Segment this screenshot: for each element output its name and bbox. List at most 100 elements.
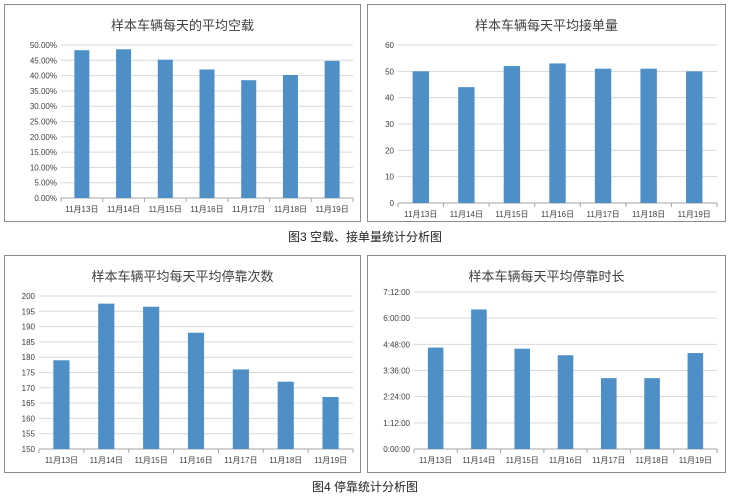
y-tick-label: 0 <box>390 199 395 208</box>
bar <box>686 71 703 203</box>
y-tick-label: 185 <box>22 338 36 347</box>
bar <box>277 381 294 449</box>
bar <box>116 49 132 199</box>
x-tick-label: 11月15日 <box>135 456 168 465</box>
chart-panel-stop-count: 样本车辆平均每天平均停靠次数 150 155 160 165 170 175 180 185 1… <box>4 255 361 473</box>
y-tick-label: 25.00% <box>30 118 57 127</box>
chart-panel-empty-load: 样本车辆每天的平均空载 0.00% 5.00% 10.00% 15.00% 20.00%… <box>4 4 361 222</box>
bar <box>640 68 657 203</box>
bar <box>594 68 612 203</box>
bar <box>557 355 574 449</box>
chart-title: 样本车辆每天的平均空载 <box>110 18 254 33</box>
bar <box>143 306 160 449</box>
bar <box>514 348 531 449</box>
x-tick-label: 11月15日 <box>506 456 539 465</box>
y-tick-label: 60 <box>385 41 394 50</box>
y-tick-label: 160 <box>22 414 36 423</box>
chart-panel-stop-duration: 样本车辆每天平均停靠时长 0:00:00 1:12:00 2:24:00 3:36:0… <box>367 255 726 473</box>
y-tick-label: 50.00% <box>30 41 57 50</box>
x-tick-label: 11月18日 <box>635 456 668 465</box>
bar <box>471 309 487 449</box>
bar <box>412 71 429 203</box>
y-tick-label: 180 <box>22 353 36 362</box>
x-tick-label: 11月13日 <box>419 456 452 465</box>
y-tick-label: 40 <box>385 94 394 103</box>
bar <box>600 378 617 449</box>
y-tick-label: 4:48:00 <box>383 340 410 349</box>
y-tick-label: 10.00% <box>30 163 57 172</box>
y-tick-label: 2:24:00 <box>383 393 410 402</box>
y-tick-label: 155 <box>22 430 36 439</box>
figure-caption-4: 图4 停靠统计分析图 <box>311 480 418 494</box>
x-tick-label: 11月15日 <box>495 210 528 219</box>
bar <box>199 69 215 198</box>
chart-orders: 0 10 20 30 40 50 60 11月13日 11月14日 11月15日 11月16日 11月… <box>385 41 718 219</box>
x-tick-label: 11月14日 <box>90 456 123 465</box>
chart-stop-duration: 0:00:00 1:12:00 2:24:00 3:36:00 4:48:00 6:00:… <box>383 288 718 465</box>
x-tick-label: 11月13日 <box>404 210 437 219</box>
y-tick-label: 45.00% <box>30 56 57 65</box>
bar <box>644 378 660 449</box>
x-tick-label: 11月19日 <box>314 456 347 465</box>
chart-empty-load: 0.00% 5.00% 10.00% 15.00% 20.00% 25.00% 30.00%… <box>30 41 354 214</box>
bar <box>427 347 444 449</box>
x-tick-label: 11月16日 <box>541 210 574 219</box>
y-tick-label: 195 <box>22 307 36 316</box>
y-tick-label: 30.00% <box>30 102 57 111</box>
bar <box>232 369 249 449</box>
x-tick-label: 11月16日 <box>190 205 223 214</box>
bar <box>282 74 298 198</box>
x-tick-label: 11月14日 <box>462 456 495 465</box>
y-tick-label: 40.00% <box>30 72 57 81</box>
y-tick-label: 0.00% <box>34 194 57 203</box>
x-tick-label: 11月19日 <box>678 210 711 219</box>
bar <box>98 303 115 449</box>
x-tick-label: 11月13日 <box>45 456 78 465</box>
y-tick-label: 10 <box>385 173 394 182</box>
x-tick-label: 11月17日 <box>586 210 619 219</box>
y-tick-label: 200 <box>22 292 36 301</box>
y-tick-label: 5.00% <box>34 179 57 188</box>
x-tick-label: 11月14日 <box>107 205 140 214</box>
x-tick-label: 11月18日 <box>274 205 307 214</box>
x-tick-label: 11月15日 <box>149 205 182 214</box>
bar <box>74 50 90 199</box>
x-tick-label: 11月17日 <box>232 205 265 214</box>
bar <box>458 87 475 203</box>
x-tick-label: 11月19日 <box>316 205 349 214</box>
y-tick-label: 20.00% <box>30 133 57 142</box>
x-tick-label: 11月19日 <box>679 456 712 465</box>
bar <box>187 332 205 449</box>
x-tick-label: 11月14日 <box>450 210 483 219</box>
y-tick-label: 175 <box>22 369 36 378</box>
y-tick-label: 1:12:00 <box>383 419 410 428</box>
x-tick-label: 11月16日 <box>179 456 212 465</box>
bar <box>241 80 257 198</box>
y-tick-label: 6:00:00 <box>383 314 410 323</box>
y-tick-label: 0:00:00 <box>383 445 410 454</box>
chart-title: 样本车辆每天平均接单量 <box>474 18 618 33</box>
y-tick-label: 165 <box>22 399 36 408</box>
x-tick-label: 11月13日 <box>65 205 98 214</box>
x-tick-label: 11月17日 <box>592 456 625 465</box>
y-tick-label: 7:12:00 <box>383 288 410 297</box>
bar <box>687 353 704 449</box>
x-tick-label: 11月18日 <box>269 456 302 465</box>
bar <box>503 66 521 203</box>
y-tick-label: 30 <box>385 120 394 129</box>
bar <box>549 63 566 203</box>
chart-stop-count: 150 155 160 165 170 175 180 185 190 195 200 11月13日 1… <box>22 292 354 465</box>
figure-caption-3: 图3 空载、接单量统计分析图 <box>287 230 442 244</box>
chart-title: 样本车辆平均每天平均停靠次数 <box>91 269 274 284</box>
x-tick-label: 11月18日 <box>632 210 665 219</box>
bar <box>157 59 173 198</box>
y-tick-label: 20 <box>385 146 394 155</box>
bar <box>324 60 340 198</box>
bar <box>53 360 70 449</box>
y-tick-label: 15.00% <box>30 148 57 157</box>
bar <box>322 396 339 449</box>
x-tick-label: 11月17日 <box>224 456 257 465</box>
chart-panel-orders: 样本车辆每天平均接单量 0 10 20 30 40 50 60 11月13日 11月14日 11月… <box>367 4 726 222</box>
y-tick-label: 190 <box>22 323 36 332</box>
x-tick-label: 11月16日 <box>549 456 582 465</box>
